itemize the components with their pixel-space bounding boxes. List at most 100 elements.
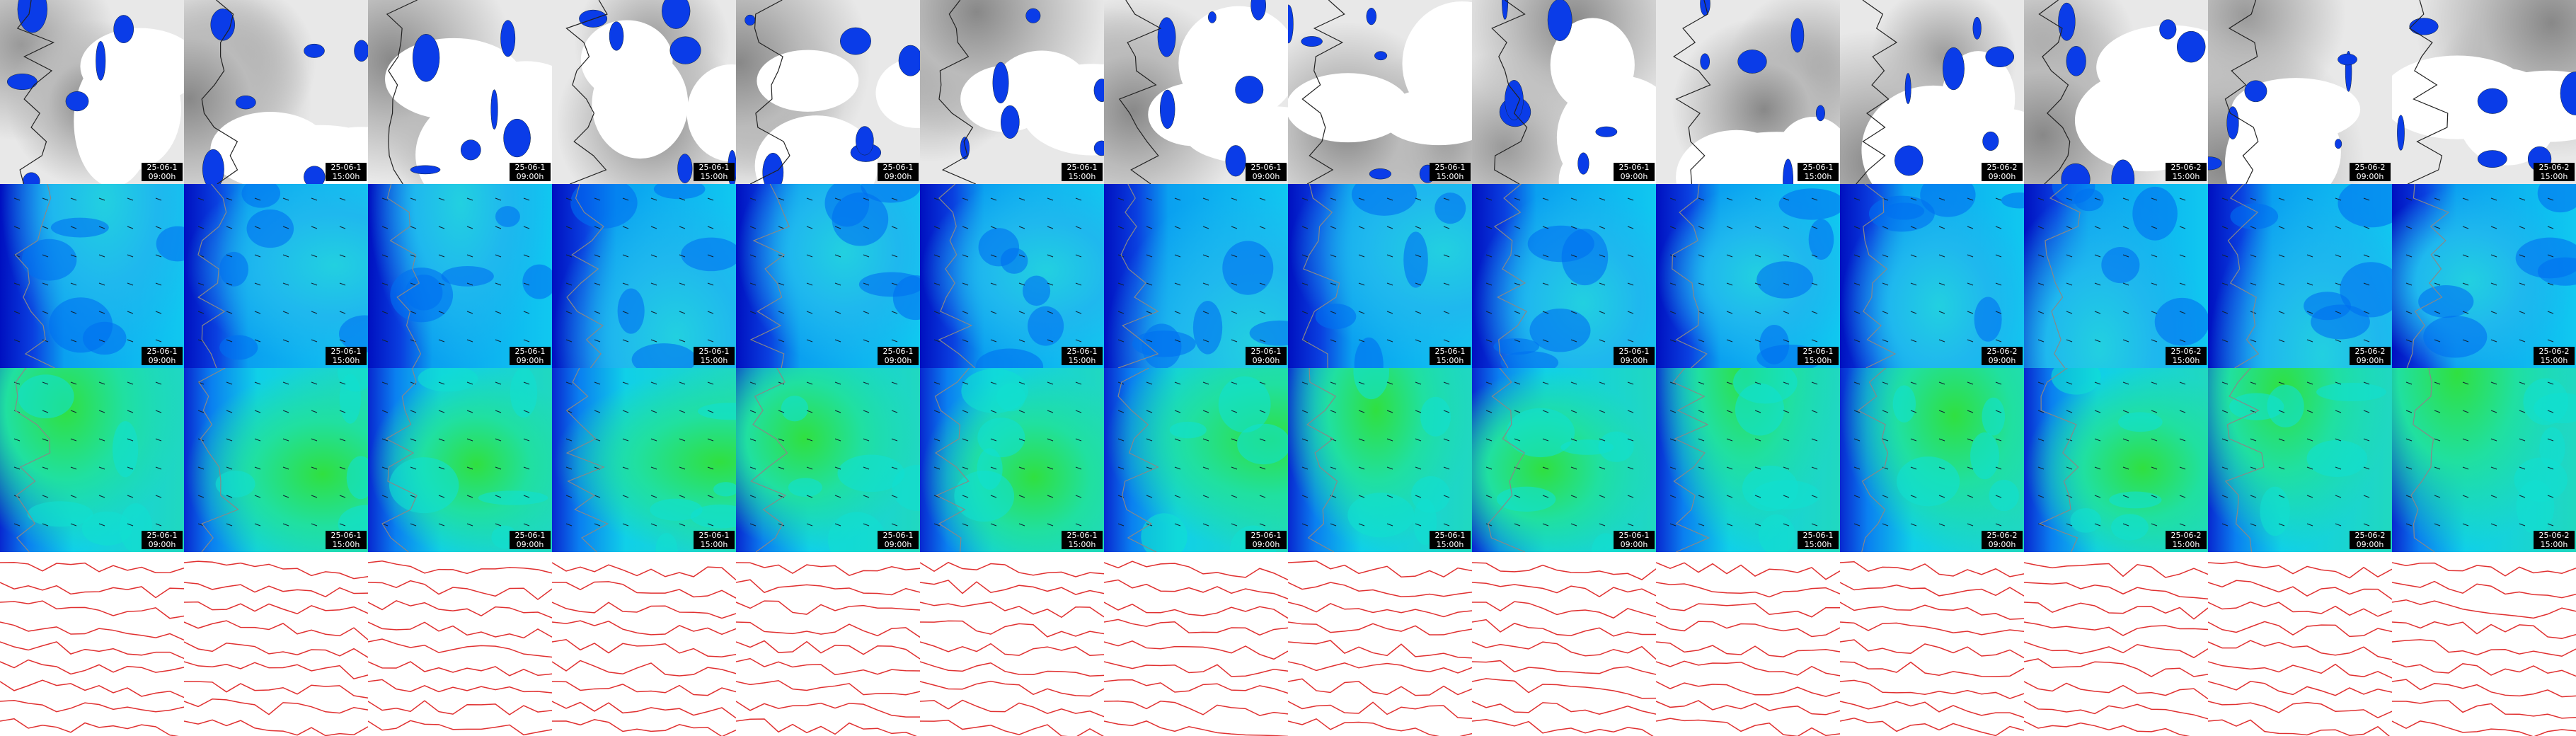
map-tile: 25-06-1 15:00h bbox=[1288, 0, 1472, 184]
hour-text: 09:00h bbox=[516, 356, 544, 365]
map-tile: 25-06-1 09:00h bbox=[1104, 184, 1288, 368]
time-label: 25-06-1 15:00h bbox=[326, 347, 367, 365]
map-tile: 25-06-2 15:00h bbox=[2024, 0, 2208, 184]
hour-text: 15:00h bbox=[2540, 540, 2568, 549]
hour-text: 09:00h bbox=[1620, 540, 1648, 549]
map-tile: 25-06-2 15:00h bbox=[2392, 184, 2576, 368]
hour-text: 15:00h bbox=[2540, 172, 2568, 181]
date-text: 25-06-1 bbox=[698, 163, 730, 172]
time-label: 25-06-2 09:00h bbox=[2350, 163, 2391, 181]
date-text: 25-06-1 bbox=[1250, 163, 1282, 172]
time-label: 25-06-1 15:00h bbox=[694, 531, 735, 549]
hour-text: 09:00h bbox=[1252, 356, 1280, 365]
date-text: 25-06-1 bbox=[1802, 347, 1834, 356]
time-label: 25-06-2 09:00h bbox=[2350, 531, 2391, 549]
date-text: 25-06-1 bbox=[882, 347, 914, 356]
date-text: 25-06-1 bbox=[146, 347, 178, 356]
time-label: 25-06-1 15:00h bbox=[1798, 163, 1839, 181]
date-text: 25-06-1 bbox=[698, 347, 730, 356]
time-label: 25-06-2 15:00h bbox=[2166, 531, 2207, 549]
time-label: 25-06-1 09:00h bbox=[1246, 347, 1287, 365]
map-tile bbox=[1472, 552, 1656, 736]
date-text: 25-06-2 bbox=[1986, 163, 2018, 172]
map-tile: 25-06-1 15:00h bbox=[552, 368, 736, 552]
map-tile: 25-06-1 09:00h bbox=[368, 368, 552, 552]
hour-text: 09:00h bbox=[516, 172, 544, 181]
date-text: 25-06-2 bbox=[1986, 531, 2018, 540]
time-label: 25-06-1 15:00h bbox=[1430, 347, 1471, 365]
time-label: 25-06-1 15:00h bbox=[694, 163, 735, 181]
time-label: 25-06-1 09:00h bbox=[878, 163, 919, 181]
map-tile: 25-06-2 15:00h bbox=[2024, 184, 2208, 368]
hour-text: 15:00h bbox=[1436, 172, 1464, 181]
time-label: 25-06-1 09:00h bbox=[1614, 163, 1655, 181]
map-tile: 25-06-1 09:00h bbox=[368, 184, 552, 368]
map-tile: 25-06-2 09:00h bbox=[1840, 368, 2024, 552]
hour-text: 09:00h bbox=[1988, 540, 2016, 549]
map-tile: 25-06-2 09:00h bbox=[2208, 0, 2392, 184]
map-tile bbox=[1288, 552, 1472, 736]
hour-text: 15:00h bbox=[2540, 356, 2568, 365]
map-tile bbox=[2208, 552, 2392, 736]
time-label: 25-06-2 15:00h bbox=[2534, 347, 2575, 365]
date-text: 25-06-1 bbox=[514, 163, 546, 172]
time-label: 25-06-2 15:00h bbox=[2166, 163, 2207, 181]
map-tile: 25-06-1 15:00h bbox=[1656, 184, 1840, 368]
map-tile bbox=[0, 552, 184, 736]
map-tile bbox=[2024, 552, 2208, 736]
hour-text: 15:00h bbox=[1436, 356, 1464, 365]
time-label: 25-06-1 15:00h bbox=[1062, 531, 1103, 549]
date-text: 25-06-1 bbox=[698, 531, 730, 540]
date-text: 25-06-1 bbox=[1250, 347, 1282, 356]
map-tile: 25-06-1 09:00h bbox=[1472, 184, 1656, 368]
time-label: 25-06-1 15:00h bbox=[1798, 531, 1839, 549]
hour-text: 09:00h bbox=[148, 356, 176, 365]
time-label: 25-06-1 09:00h bbox=[510, 163, 551, 181]
hour-text: 09:00h bbox=[2356, 172, 2384, 181]
date-text: 25-06-1 bbox=[1434, 163, 1466, 172]
hour-text: 09:00h bbox=[1620, 172, 1648, 181]
hour-text: 09:00h bbox=[1252, 172, 1280, 181]
time-label: 25-06-1 09:00h bbox=[142, 163, 183, 181]
hour-text: 15:00h bbox=[2172, 540, 2200, 549]
map-tile: 25-06-1 15:00h bbox=[552, 184, 736, 368]
hour-text: 09:00h bbox=[884, 356, 912, 365]
map-tile bbox=[920, 552, 1104, 736]
map-tile: 25-06-2 09:00h bbox=[2208, 368, 2392, 552]
date-text: 25-06-1 bbox=[882, 531, 914, 540]
map-tile: 25-06-1 09:00h bbox=[0, 0, 184, 184]
map-tile: 25-06-1 15:00h bbox=[552, 0, 736, 184]
map-tile: 25-06-1 15:00h bbox=[920, 0, 1104, 184]
map-tile: 25-06-1 15:00h bbox=[1288, 184, 1472, 368]
hour-text: 15:00h bbox=[1068, 172, 1096, 181]
map-tile: 25-06-1 15:00h bbox=[920, 184, 1104, 368]
map-tile: 25-06-2 09:00h bbox=[1840, 0, 2024, 184]
date-text: 25-06-2 bbox=[2170, 531, 2202, 540]
hour-text: 15:00h bbox=[332, 356, 360, 365]
date-text: 25-06-1 bbox=[514, 531, 546, 540]
date-text: 25-06-2 bbox=[2354, 163, 2386, 172]
time-label: 25-06-1 09:00h bbox=[1614, 347, 1655, 365]
time-label: 25-06-2 09:00h bbox=[1982, 531, 2023, 549]
hour-text: 15:00h bbox=[700, 356, 728, 365]
map-tile: 25-06-1 15:00h bbox=[920, 368, 1104, 552]
map-tile bbox=[1104, 552, 1288, 736]
date-text: 25-06-1 bbox=[1250, 531, 1282, 540]
map-tile: 25-06-1 09:00h bbox=[1104, 368, 1288, 552]
map-tile: 25-06-2 15:00h bbox=[2024, 368, 2208, 552]
map-tile: 25-06-1 15:00h bbox=[184, 368, 368, 552]
hour-text: 09:00h bbox=[1988, 172, 2016, 181]
map-tile: 25-06-1 09:00h bbox=[0, 184, 184, 368]
hour-text: 15:00h bbox=[700, 172, 728, 181]
time-label: 25-06-2 09:00h bbox=[1982, 163, 2023, 181]
time-label: 25-06-1 15:00h bbox=[1430, 531, 1471, 549]
date-text: 25-06-2 bbox=[2354, 347, 2386, 356]
map-tile: 25-06-2 15:00h bbox=[2392, 368, 2576, 552]
hour-text: 15:00h bbox=[1068, 540, 1096, 549]
hour-text: 09:00h bbox=[1988, 356, 2016, 365]
map-tile bbox=[184, 552, 368, 736]
date-text: 25-06-2 bbox=[2170, 347, 2202, 356]
time-label: 25-06-1 15:00h bbox=[326, 163, 367, 181]
date-text: 25-06-2 bbox=[2170, 163, 2202, 172]
map-tile: 25-06-2 15:00h bbox=[2392, 0, 2576, 184]
